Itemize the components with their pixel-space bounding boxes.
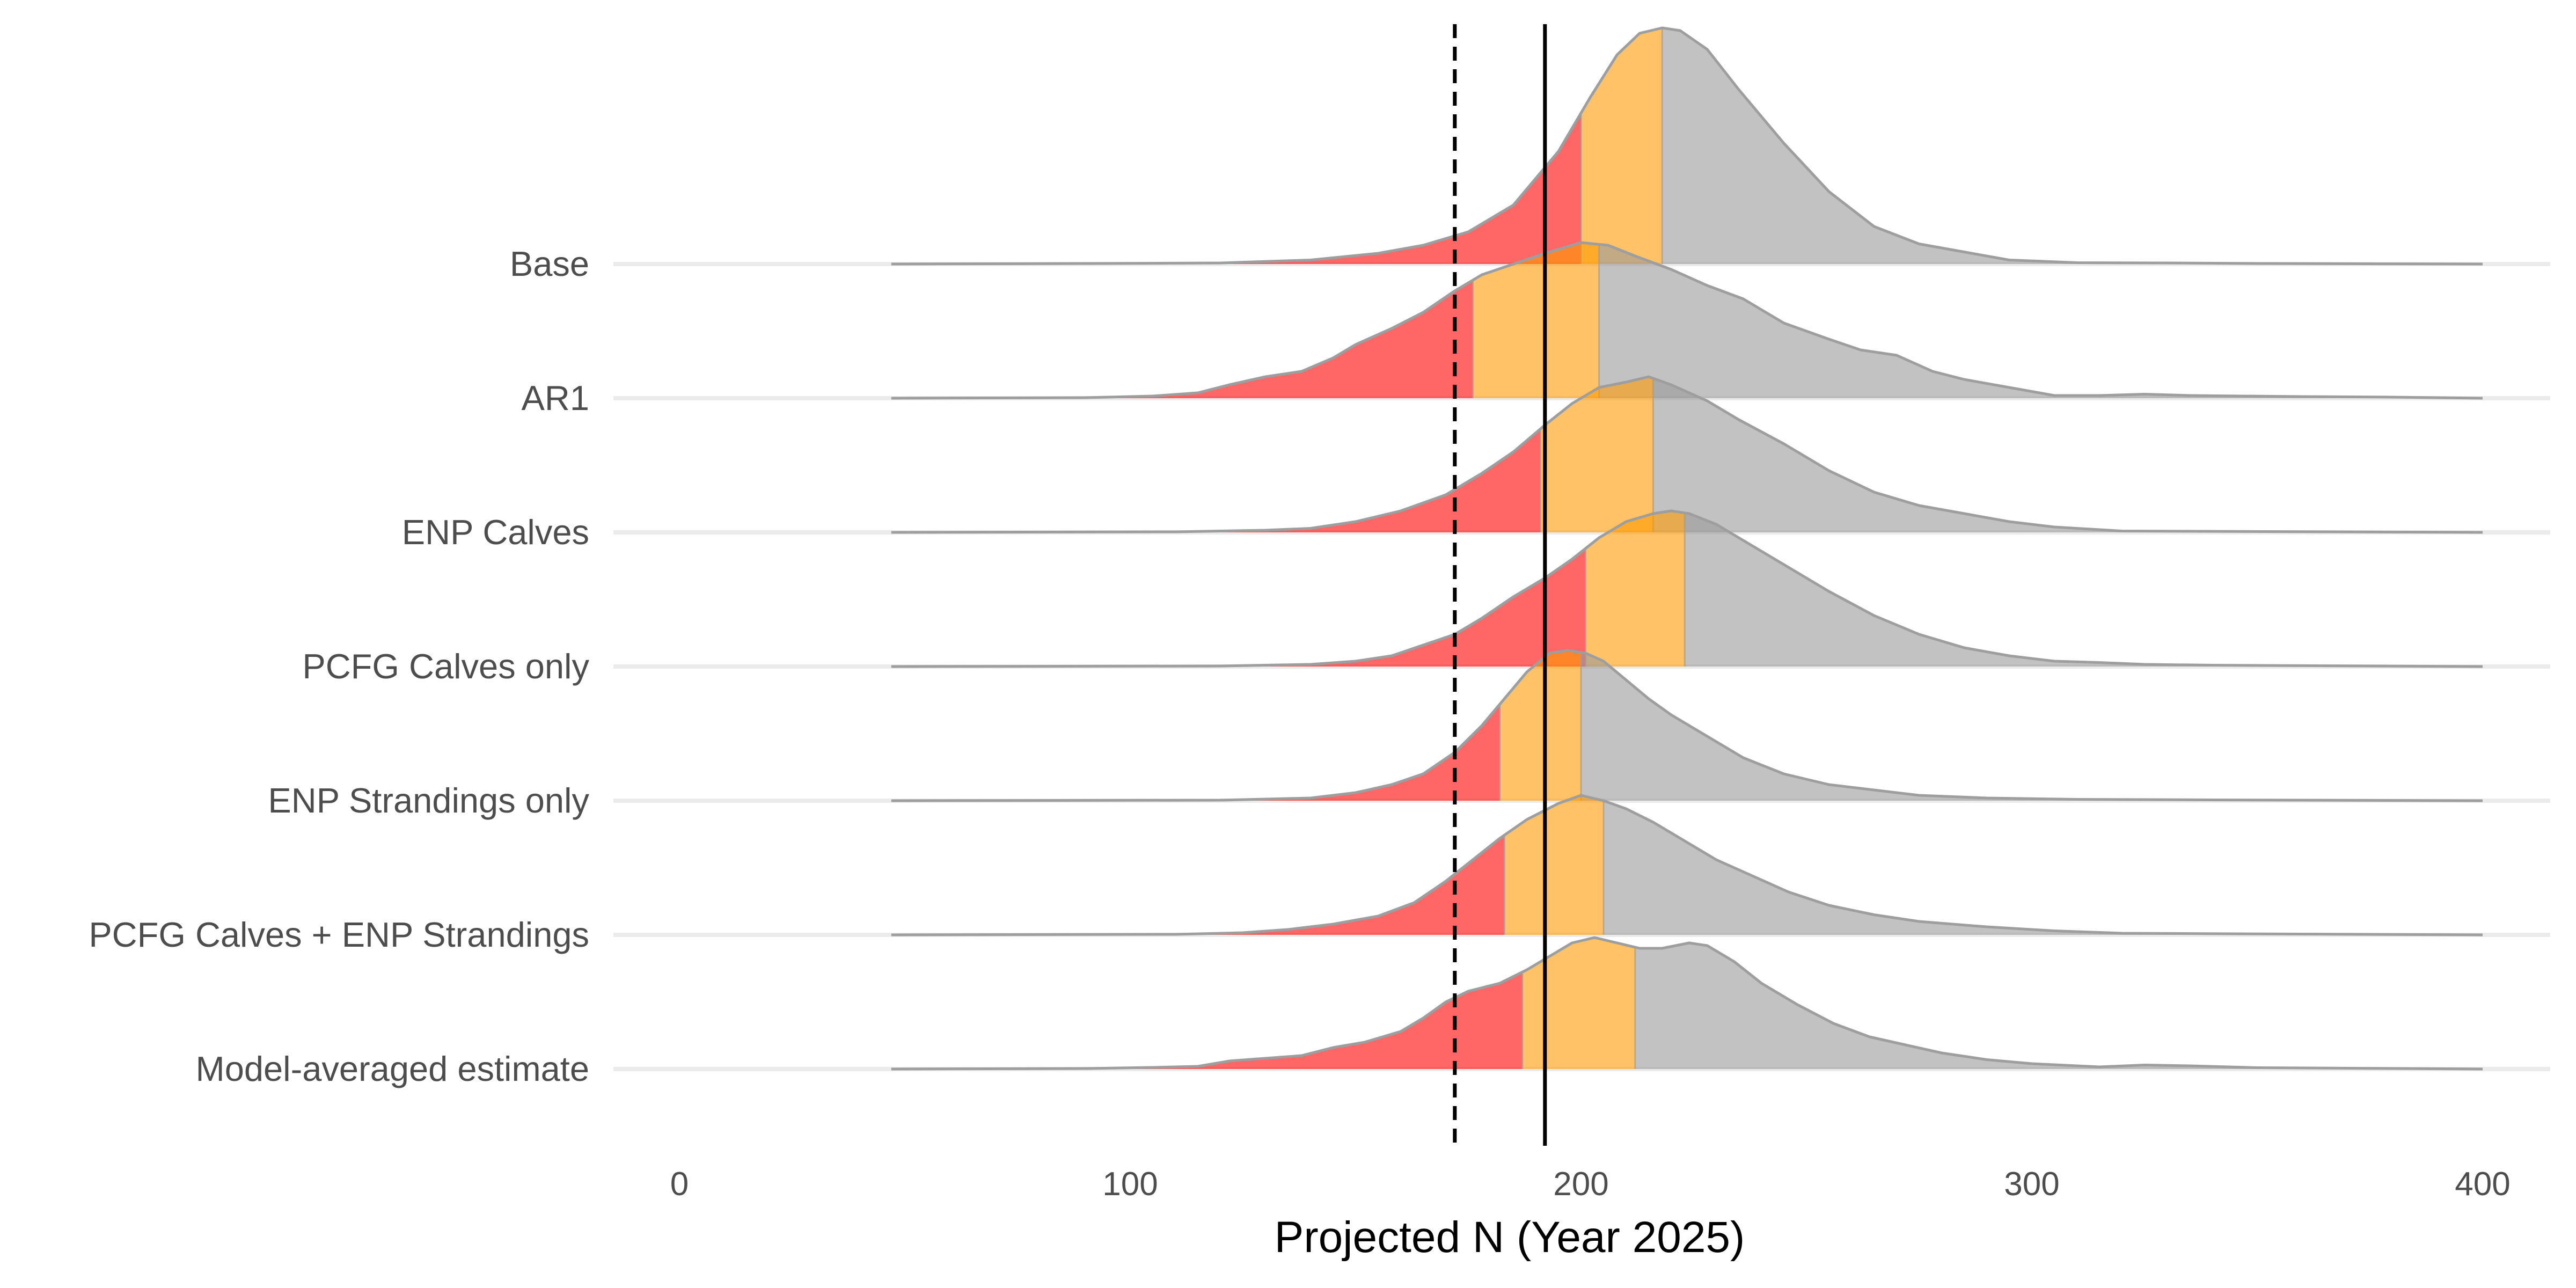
ridge-pcfg-calves-enp-strandings: [891, 794, 2483, 936]
x-axis-title: Projected N (Year 2025): [1275, 1213, 1745, 1262]
ridge-fill-middle-model-averaged-estimate: [1522, 938, 1635, 1069]
ridge-fill-low-ar1: [891, 280, 1473, 398]
category-label-enp-strandings-only: ENP Strandings only: [268, 781, 589, 820]
category-label-enp-calves: ENP Calves: [402, 513, 589, 552]
category-label-model-averaged-estimate: Model-averaged estimate: [196, 1049, 589, 1088]
ridge-fill-high-ar1: [1599, 244, 2483, 398]
x-tick-label-200: 200: [1553, 1166, 1608, 1203]
x-tick-label-100: 100: [1102, 1166, 1158, 1203]
category-label-pcfg-calves-only: PCFG Calves only: [302, 647, 589, 686]
ridge-enp-calves: [891, 375, 2483, 534]
x-tick-label-300: 300: [2004, 1166, 2059, 1203]
ridge-outline-pcfg-calves-only: [891, 509, 2483, 668]
ridge-fill-low-base: [891, 113, 1581, 264]
ridge-fill-high-model-averaged-estimate: [1635, 943, 2483, 1069]
ridge-fill-middle-enp-strandings-only: [1499, 650, 1581, 801]
ridge-fill-high-pcfg-calves-only: [1685, 513, 2483, 667]
ridge-plots: [891, 26, 2483, 1071]
ridge-outline-ar1: [891, 241, 2483, 400]
ridge-fill-high-base: [1662, 28, 2483, 264]
ridge-fill-middle-pcfg-calves-only: [1585, 511, 1685, 667]
ridge-fill-low-enp-calves: [891, 429, 1541, 532]
ridge-fill-low-pcfg-calves-enp-strandings: [891, 835, 1505, 935]
ridge-fill-low-pcfg-calves-only: [891, 548, 1586, 667]
ridge-outline-pcfg-calves-enp-strandings: [891, 794, 2483, 936]
ridge-outline-enp-calves: [891, 375, 2483, 534]
ridge-model-averaged-estimate: [891, 936, 2483, 1071]
ridge-fill-high-enp-calves: [1653, 378, 2483, 532]
ridge-ar1: [891, 241, 2483, 400]
category-label-ar1: AR1: [522, 378, 589, 418]
ridge-outline-base: [891, 26, 2483, 266]
x-axis-ticks: 0 100 200 300 400: [670, 1166, 2511, 1203]
ridge-fill-high-pcfg-calves-enp-strandings: [1604, 801, 2483, 935]
x-tick-label-400: 400: [2455, 1166, 2510, 1203]
category-label-base: Base: [510, 244, 589, 283]
category-labels: Base AR1 ENP Calves PCFG Calves only ENP Str…: [89, 244, 589, 1088]
ridge-base: [891, 26, 2483, 266]
ridge-outline-enp-strandings-only: [891, 649, 2483, 802]
ridge-fill-middle-ar1: [1473, 243, 1599, 398]
ridge-fill-low-enp-strandings-only: [891, 704, 1500, 801]
ridge-fill-middle-enp-calves: [1540, 377, 1653, 532]
reference-lines: [1453, 24, 1547, 1146]
ridge-fill-middle-pcfg-calves-enp-strandings: [1504, 795, 1604, 935]
ridge-fill-high-enp-strandings-only: [1581, 652, 2483, 801]
ridge-fill-middle-base: [1581, 28, 1663, 264]
x-tick-label-0: 0: [670, 1166, 689, 1203]
ridge-enp-strandings-only: [891, 649, 2483, 802]
ridge-pcfg-calves-only: [891, 509, 2483, 668]
category-label-pcfg-calves-enp-strandings: PCFG Calves + ENP Strandings: [89, 915, 589, 954]
ridge-fill-low-model-averaged-estimate: [891, 972, 1523, 1069]
ridge-outline-model-averaged-estimate: [891, 936, 2483, 1071]
